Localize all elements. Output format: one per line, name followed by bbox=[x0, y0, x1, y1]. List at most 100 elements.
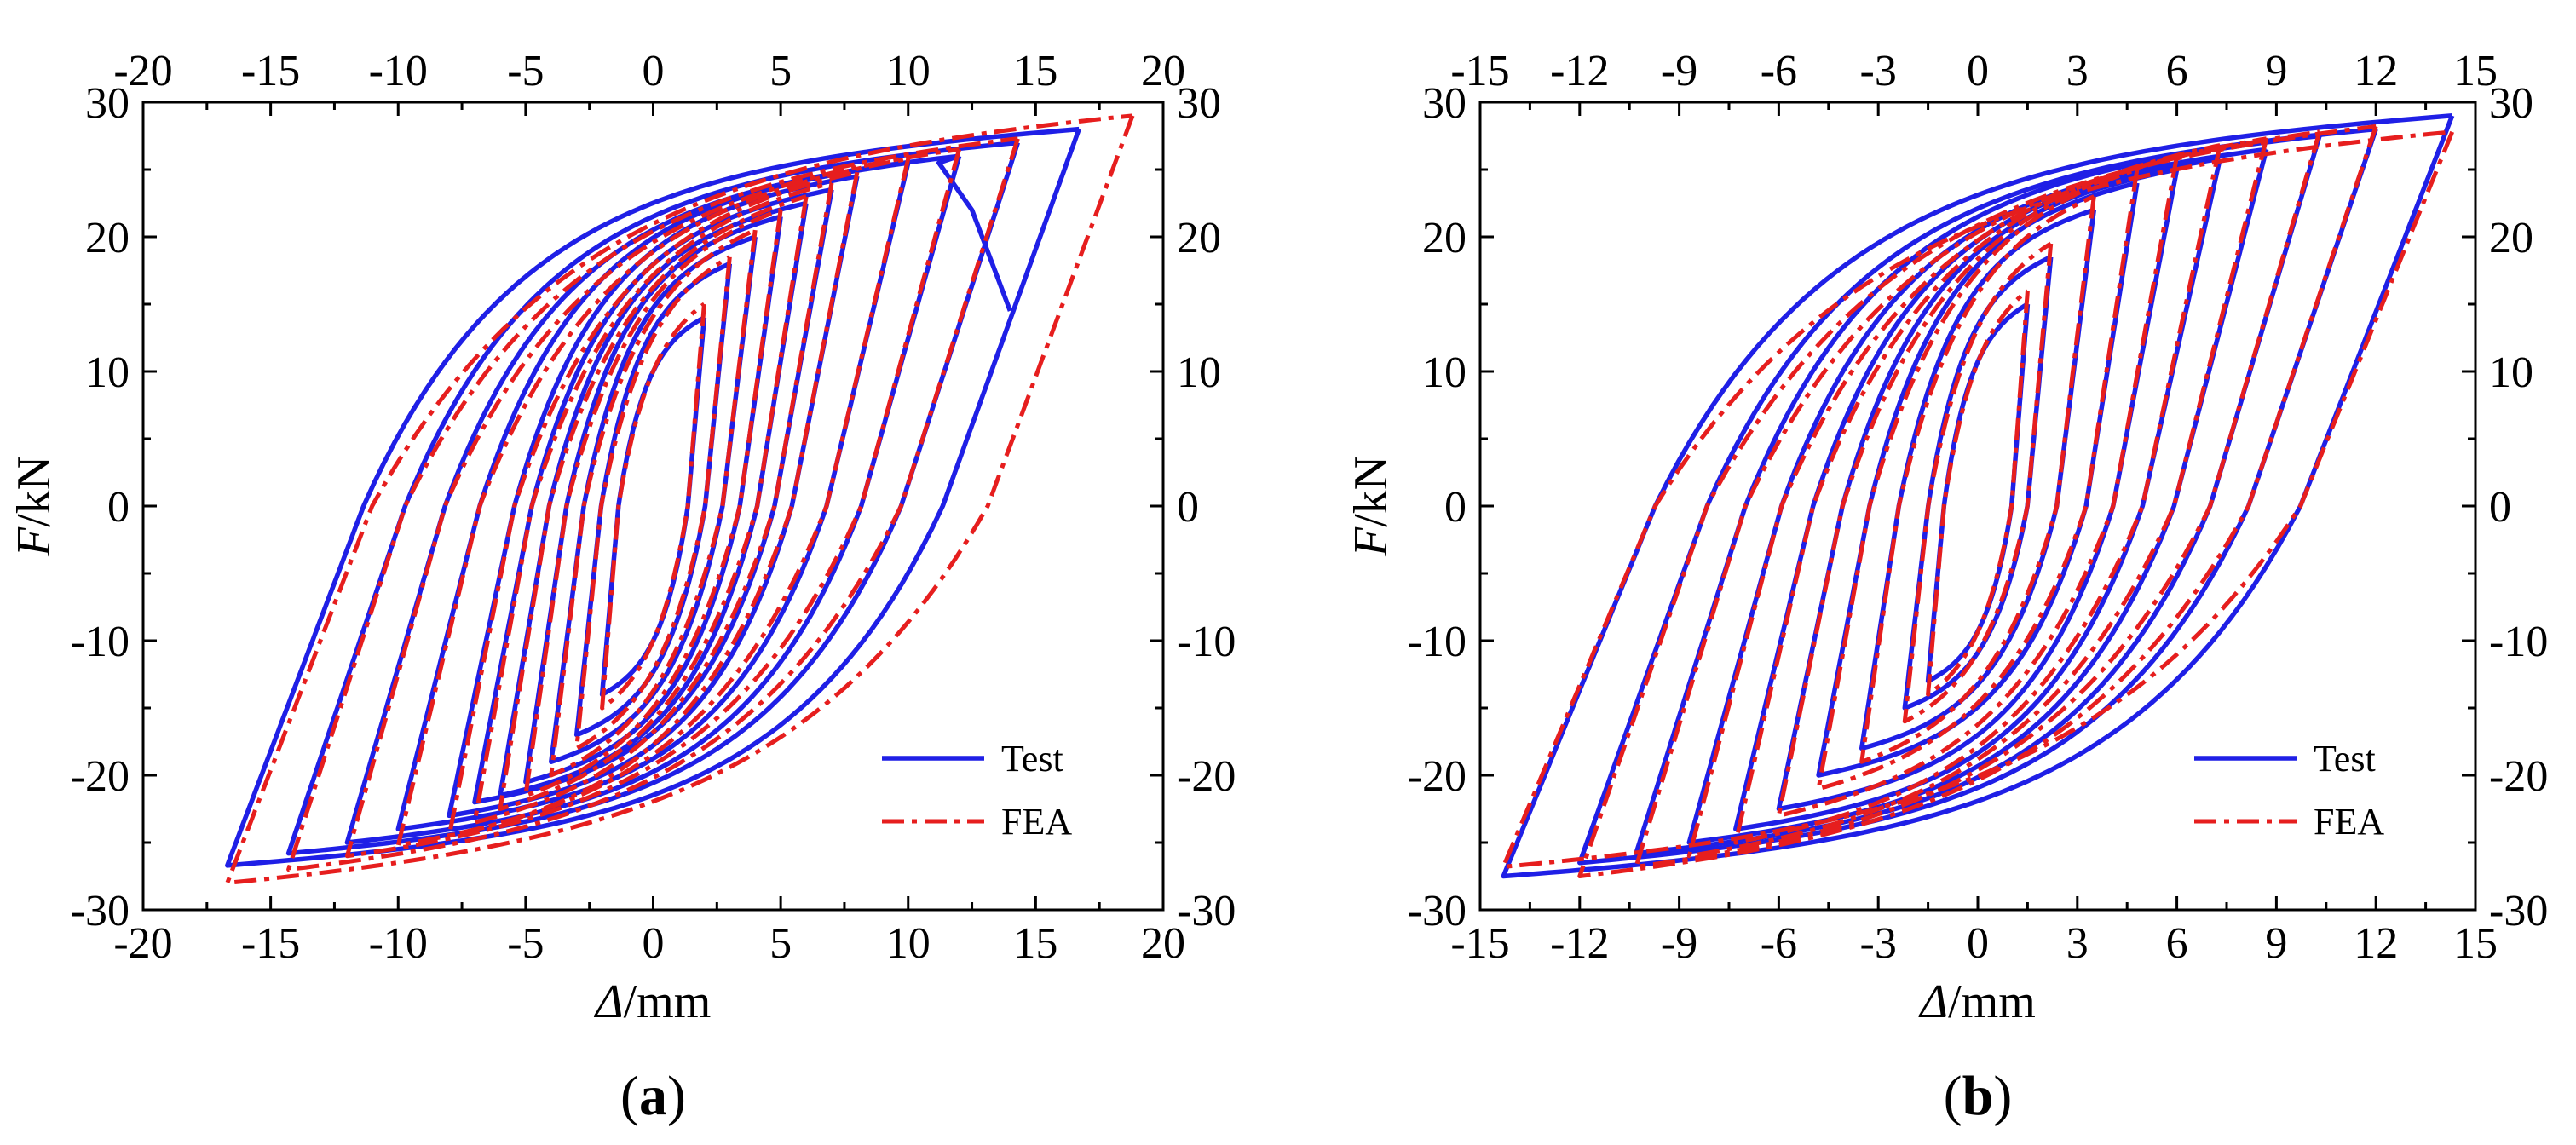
test-tail bbox=[936, 153, 1012, 312]
plot-frame bbox=[141, 101, 1165, 912]
y-tick-label-left: 0 bbox=[107, 483, 130, 532]
x-tick-label-bottom: 15 bbox=[2453, 919, 2498, 968]
fea-loop bbox=[1686, 136, 2269, 859]
y-tick-label-left: 10 bbox=[85, 348, 130, 397]
test-loop bbox=[549, 234, 758, 764]
x-tick-label-top: 6 bbox=[2166, 47, 2188, 95]
x-tick-label-top: 5 bbox=[769, 47, 792, 95]
fea-loop bbox=[600, 302, 706, 711]
y-tick-label-right: -10 bbox=[1177, 618, 1236, 666]
x-tick-label-bottom: -15 bbox=[241, 919, 300, 968]
x-tick-label-bottom: -3 bbox=[1860, 919, 1897, 968]
x-tick-label-top: -5 bbox=[507, 47, 544, 95]
y-tick-label-left: 20 bbox=[1422, 214, 1467, 262]
x-tick-label-top: -20 bbox=[113, 47, 172, 95]
x-tick-label-bottom: -5 bbox=[507, 919, 544, 968]
fea-loop bbox=[549, 227, 758, 778]
panel-label-close: ) bbox=[1993, 1065, 2012, 1127]
panel-label-letter: b bbox=[1962, 1065, 1994, 1127]
x-tick-label-bottom: -9 bbox=[1661, 919, 1697, 968]
fea-loop bbox=[286, 136, 1020, 872]
y-tick-label-left: 30 bbox=[1422, 79, 1467, 128]
x-axis-unit: /mm bbox=[1948, 975, 2036, 1028]
fea-loop bbox=[225, 113, 1135, 885]
panel-label-letter: a bbox=[639, 1065, 667, 1127]
x-tick-label-top: -6 bbox=[1761, 47, 1797, 95]
x-tick-label-bottom: 3 bbox=[2066, 919, 2089, 968]
x-tick-label-top: 0 bbox=[1967, 47, 1989, 95]
y-tick-label-right: 30 bbox=[2489, 79, 2533, 128]
y-tick-label-left: 0 bbox=[1444, 483, 1467, 532]
panel-a: -20-20-15-15-10-10-5-50055101015152020-3… bbox=[8, 47, 1236, 1127]
y-tick-label-left: -20 bbox=[71, 752, 130, 801]
series-fea bbox=[225, 113, 1135, 885]
fea-loop bbox=[1577, 124, 2378, 878]
y-tick-label-right: 20 bbox=[1177, 214, 1221, 262]
fea-loop bbox=[1902, 241, 2054, 724]
y-tick-label-left: -10 bbox=[1408, 618, 1467, 666]
x-axis-title: Δ/mm bbox=[1918, 975, 2036, 1028]
panel-label-open: ( bbox=[620, 1065, 639, 1127]
x-tick-label-bottom: 12 bbox=[2354, 919, 2398, 968]
x-tick-label-bottom: -12 bbox=[1550, 919, 1609, 968]
y-axis-symbol: F bbox=[8, 526, 61, 557]
y-tick-label-right: 0 bbox=[2489, 483, 2511, 532]
x-tick-label-bottom: 10 bbox=[886, 919, 931, 968]
test-loop bbox=[1634, 133, 2322, 856]
fea-loop bbox=[1926, 289, 2030, 697]
x-tick-label-bottom: 0 bbox=[643, 919, 665, 968]
legend-label-fea: FEA bbox=[1001, 801, 1072, 843]
fea-loop bbox=[395, 156, 911, 848]
y-axis-unit: /kN bbox=[1345, 456, 1397, 527]
panel-label: (a) bbox=[620, 1065, 686, 1127]
fea-loop bbox=[472, 181, 834, 825]
fea-loop bbox=[1501, 129, 2455, 869]
y-axis-symbol: F bbox=[1345, 526, 1397, 557]
y-tick-label-left: -10 bbox=[71, 618, 130, 666]
x-tick-label-bottom: -6 bbox=[1761, 919, 1797, 968]
plot-area bbox=[1501, 113, 2455, 879]
y-tick-label-left: 20 bbox=[85, 214, 130, 262]
x-axis-unit: /mm bbox=[624, 975, 712, 1028]
fea-loop bbox=[344, 147, 962, 859]
x-tick-label-bottom: 5 bbox=[769, 919, 792, 968]
x-tick-label-top: 12 bbox=[2354, 47, 2398, 95]
test-loop bbox=[573, 262, 733, 738]
x-axis-symbol: Δ bbox=[1918, 975, 1948, 1028]
y-tick-label-left: 10 bbox=[1422, 348, 1467, 397]
x-tick-label-top: 3 bbox=[2066, 47, 2089, 95]
y-tick-label-left: -30 bbox=[71, 887, 130, 935]
y-tick-label-right: -20 bbox=[2489, 752, 2548, 801]
y-tick-label-left: -20 bbox=[1408, 752, 1467, 801]
fea-loop bbox=[1776, 153, 2180, 818]
x-tick-label-top: -15 bbox=[1450, 47, 1509, 95]
x-tick-label-bottom: 20 bbox=[1141, 919, 1185, 968]
y-tick-label-right: 10 bbox=[1177, 348, 1221, 397]
x-tick-label-bottom: 6 bbox=[2166, 919, 2188, 968]
series-test bbox=[225, 126, 1081, 868]
x-tick-label-top: -9 bbox=[1661, 47, 1697, 95]
legend-label-test: Test bbox=[1001, 738, 1063, 780]
x-tick-label-bottom: -10 bbox=[369, 919, 428, 968]
x-tick-label-top: 9 bbox=[2265, 47, 2287, 95]
series-fea bbox=[1501, 124, 2455, 878]
x-tick-label-bottom: 0 bbox=[1967, 919, 1989, 968]
y-tick-label-right: -10 bbox=[2489, 618, 2548, 666]
y-axis-title: F/kN bbox=[1345, 456, 1397, 557]
x-tick-label-bottom: 9 bbox=[2265, 919, 2287, 968]
y-axis-title: F/kN bbox=[8, 456, 61, 557]
y-tick-label-right: 20 bbox=[2489, 214, 2533, 262]
legend-label-test: Test bbox=[2314, 738, 2376, 780]
fea-loop bbox=[447, 170, 860, 838]
x-tick-label-bottom: 15 bbox=[1013, 919, 1057, 968]
y-tick-label-right: 10 bbox=[2489, 348, 2533, 397]
y-tick-label-right: 30 bbox=[1177, 79, 1221, 128]
panel-label-open: ( bbox=[1944, 1065, 1962, 1127]
x-tick-label-top: 15 bbox=[2453, 47, 2498, 95]
y-tick-label-right: -30 bbox=[1177, 887, 1236, 935]
y-tick-label-right: -20 bbox=[1177, 752, 1236, 801]
y-tick-label-left: -30 bbox=[1408, 887, 1467, 935]
x-tick-label-bottom: -20 bbox=[113, 919, 172, 968]
x-tick-label-top: -10 bbox=[369, 47, 428, 95]
